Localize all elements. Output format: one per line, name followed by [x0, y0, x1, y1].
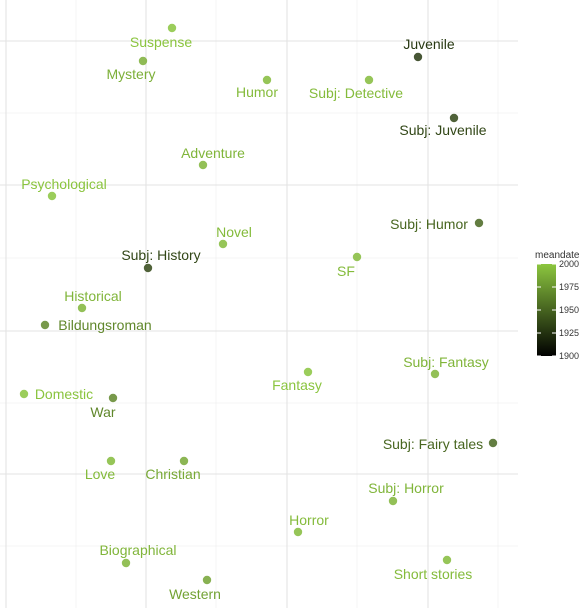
- point-label-bildungsroman: Bildungsroman: [58, 317, 151, 333]
- point-label-historical: Historical: [64, 288, 122, 304]
- point-label-christian: Christian: [145, 466, 200, 482]
- gridlines: [0, 0, 518, 608]
- labels-layer: Suspense Mystery Juvenile Humor Subj: Detect…: [21, 34, 489, 602]
- point-label-adventure: Adventure: [181, 145, 245, 161]
- point-horror: [293, 527, 303, 537]
- point-label-subj-horror: Subj: Horror: [368, 480, 444, 496]
- point-label-juvenile: Juvenile: [403, 36, 455, 52]
- point-label-western: Western: [169, 586, 221, 602]
- point-label-sf: SF: [337, 263, 355, 279]
- point-domestic: [19, 389, 29, 399]
- point-biographical: [121, 558, 131, 568]
- point-label-biographical: Biographical: [99, 542, 176, 558]
- point-label-domestic: Domestic: [35, 386, 93, 402]
- legend-tick-label: 1950: [559, 305, 579, 315]
- point-novel: [218, 239, 228, 249]
- point-western: [202, 575, 212, 585]
- point-love: [106, 456, 116, 466]
- legend-ticks: 2000 1975 1950 1925 1900: [537, 259, 579, 361]
- point-subj-fairy-tales: [488, 438, 498, 448]
- point-subj-fantasy: [430, 369, 440, 379]
- legend-title: meandate: [535, 250, 580, 261]
- legend-tick-label: 1900: [559, 351, 579, 361]
- point-label-mystery: Mystery: [107, 66, 156, 82]
- point-label-psychological: Psychological: [21, 176, 107, 192]
- point-historical: [77, 303, 87, 313]
- point-humor: [262, 75, 272, 85]
- point-label-war: War: [90, 404, 115, 420]
- point-christian: [179, 456, 189, 466]
- point-label-subj-humor: Subj: Humor: [390, 216, 468, 232]
- point-war: [108, 393, 118, 403]
- point-subj-history: [143, 263, 153, 273]
- point-fantasy: [303, 367, 313, 377]
- point-label-love: Love: [85, 466, 116, 482]
- legend-tick-label: 1975: [559, 282, 579, 292]
- point-adventure: [198, 160, 208, 170]
- point-juvenile: [413, 52, 423, 62]
- point-short-stories: [442, 555, 452, 565]
- point-label-novel: Novel: [216, 224, 252, 240]
- point-label-fantasy: Fantasy: [272, 377, 322, 393]
- point-subj-horror: [388, 496, 398, 506]
- point-label-humor: Humor: [236, 84, 278, 100]
- point-label-subj-detective: Subj: Detective: [309, 85, 403, 101]
- point-subj-detective: [364, 75, 374, 85]
- legend-tick-label: 2000: [559, 259, 579, 269]
- point-label-suspense: Suspense: [130, 34, 192, 50]
- point-subj-humor: [474, 218, 484, 228]
- legend-tick-label: 1925: [559, 328, 579, 338]
- point-label-subj-fantasy: Subj: Fantasy: [403, 354, 489, 370]
- color-legend: meandate 2000 1975 1950 1925 1900: [535, 250, 580, 361]
- points-layer: [19, 23, 498, 585]
- legend-colorbar: [537, 264, 556, 356]
- point-label-subj-fairy-tales: Subj: Fairy tales: [383, 436, 483, 452]
- point-subj-juvenile: [449, 113, 459, 123]
- point-psychological: [47, 191, 57, 201]
- point-label-horror: Horror: [289, 512, 329, 528]
- point-bildungsroman: [40, 320, 50, 330]
- point-label-subj-juvenile: Subj: Juvenile: [399, 122, 486, 138]
- point-suspense: [167, 23, 177, 33]
- point-label-subj-history: Subj: History: [121, 247, 200, 263]
- point-sf: [352, 252, 362, 262]
- point-mystery: [138, 56, 148, 66]
- point-label-short-stories: Short stories: [394, 566, 473, 582]
